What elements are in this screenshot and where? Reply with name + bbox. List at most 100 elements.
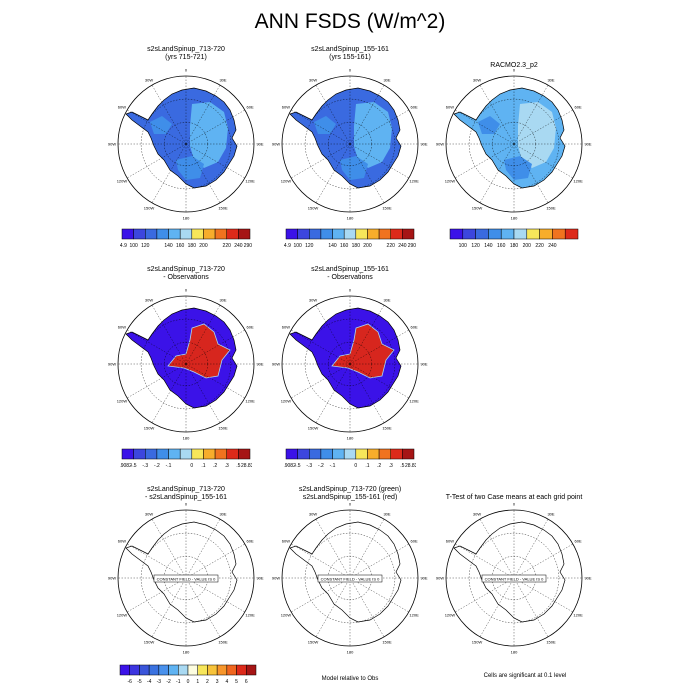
colorbar-swatch: [378, 228, 391, 240]
colorbar-swatch: [145, 448, 158, 460]
meridian: [315, 85, 351, 145]
constant-field-box: [153, 574, 219, 583]
colorbar-tick-label: 100: [293, 243, 302, 249]
map-boundary: [281, 509, 419, 647]
meridian: [185, 363, 245, 399]
panel-5-title: s2sLandSpinup_155-161- Observations: [311, 266, 389, 281]
map-boundary: [117, 295, 255, 433]
latitude-circle: [468, 98, 560, 190]
meridian: [349, 305, 385, 365]
longitude-label: 90E: [420, 142, 427, 147]
colorbar-tick-label: -.1: [166, 463, 172, 469]
colorbar-swatch: [226, 448, 239, 460]
colorbar-tick-label: -.2: [154, 463, 160, 469]
meridian: [291, 329, 351, 365]
longitude-label: 150W: [308, 426, 319, 431]
colorbar-tick-label: -.5: [131, 463, 137, 469]
longitude-label: 30E: [219, 511, 226, 516]
page-title: ANN FSDS (W/m^2): [254, 10, 446, 33]
longitude-label: 30E: [547, 77, 554, 82]
longitude-label: 0: [185, 502, 188, 507]
colorbar-swatch: [462, 228, 476, 240]
longitude-label: 120E: [409, 179, 419, 184]
coastline: [289, 307, 402, 409]
coastline: [289, 87, 402, 189]
longitude-label: 180: [347, 650, 354, 655]
colorbar-swatch: [238, 448, 251, 460]
meridian: [479, 143, 515, 203]
panel-6-title: s2sLandSpinup_713-720- s2sLandSpinup_155…: [144, 486, 228, 501]
colorbar-tick-label: .3: [389, 463, 393, 469]
colorbar-swatch: [203, 448, 216, 460]
constant-field-label: CONSTANT FIELD - VALUE IS 0: [321, 576, 380, 581]
meridian: [291, 109, 351, 145]
meridian: [479, 519, 515, 579]
colorbar-tick-label: 54.9: [120, 243, 127, 249]
meridian: [291, 577, 351, 613]
meridian: [185, 577, 221, 637]
colorbar-swatch: [285, 448, 298, 460]
longitude-label: 90W: [108, 142, 116, 147]
longitude-label: 30W: [473, 77, 481, 82]
colorbar-tick-label: -.1: [330, 463, 336, 469]
colorbar-tick-label: 120: [471, 243, 480, 249]
colorbar-swatch: [238, 228, 251, 240]
meridian: [151, 305, 187, 365]
latitude-circle: [140, 318, 232, 410]
longitude-label: 30W: [145, 511, 153, 516]
meridian: [479, 85, 515, 145]
meridian: [127, 363, 187, 399]
colorbar-swatch: [139, 664, 150, 676]
longitude-label: 60E: [575, 105, 582, 110]
colorbar-tick-label: -2: [166, 679, 171, 685]
longitude-label: 90E: [256, 142, 263, 147]
latitude-circle: [304, 532, 396, 624]
longitude-label: 60W: [446, 539, 454, 544]
meridian: [185, 329, 245, 365]
positive-bias-region: [331, 323, 395, 379]
longitude-label: 150E: [218, 640, 228, 645]
colorbar-tick-label: 240: [548, 243, 557, 249]
colorbar-swatch: [197, 664, 208, 676]
meridian: [291, 363, 351, 399]
longitude-label: 90E: [256, 362, 263, 367]
colorbar-tick-label: 220: [535, 243, 544, 249]
longitude-label: 150E: [218, 206, 228, 211]
colorbar-tick-label: 200: [199, 243, 208, 249]
map-boundary: [445, 75, 583, 213]
colorbar-5: -34.9082-.5 -.3 -.2 -.1 0 .1 .2 .3 .528.8392: [276, 448, 423, 477]
colorbar-swatch: [133, 228, 146, 240]
colorbar-swatch: [216, 664, 228, 676]
latitude-circle: [140, 532, 232, 624]
longitude-label: 30W: [309, 511, 317, 516]
constant-field-label: CONSTANT FIELD - VALUE IS 0: [485, 576, 544, 581]
longitude-label: 90E: [256, 576, 263, 581]
constant-field-label: CONSTANT FIELD - VALUE IS 0: [157, 576, 216, 581]
colorbar-swatch: [156, 448, 169, 460]
colorbar-6: -6 -5 -4 -3 -2 -1 0 1 2 3 4 5 6: [118, 664, 258, 693]
colorbar-swatch: [309, 448, 322, 460]
colorbar-tick-label: -34.9082: [284, 463, 296, 469]
longitude-label: 150W: [472, 206, 483, 211]
colorbar-tick-label: .2: [377, 463, 381, 469]
coastline: [125, 307, 238, 409]
colorbar-swatch: [191, 448, 204, 460]
colorbar-tick-label: 100: [129, 243, 138, 249]
longitude-label: 180: [511, 650, 518, 655]
longitude-label: 60W: [446, 105, 454, 110]
polar-map: 0 30E 60E 90E 120E 150E 180 150W 120W 90W 60W 30W CO…: [436, 502, 592, 655]
ronne-shelf-region: [478, 116, 500, 134]
longitude-label: 90W: [272, 142, 280, 147]
colorbar-tick-label: 6: [245, 679, 248, 685]
colorbar-swatch: [390, 228, 403, 240]
colorbar-tick-label: 180: [188, 243, 197, 249]
longitude-label: 120E: [573, 613, 583, 618]
longitude-label: 30E: [383, 297, 390, 302]
colorbar-tick-label: 0: [187, 679, 190, 685]
polar-map: 0 30E 60E 90E 120E 150E 180 150W 120W 90W 60W 30W CO…: [108, 502, 264, 655]
colorbar-swatch: [402, 448, 415, 460]
colorbar-tick-label: 200: [523, 243, 532, 249]
colorbar-swatch: [320, 228, 333, 240]
latitude-circle: [468, 532, 560, 624]
